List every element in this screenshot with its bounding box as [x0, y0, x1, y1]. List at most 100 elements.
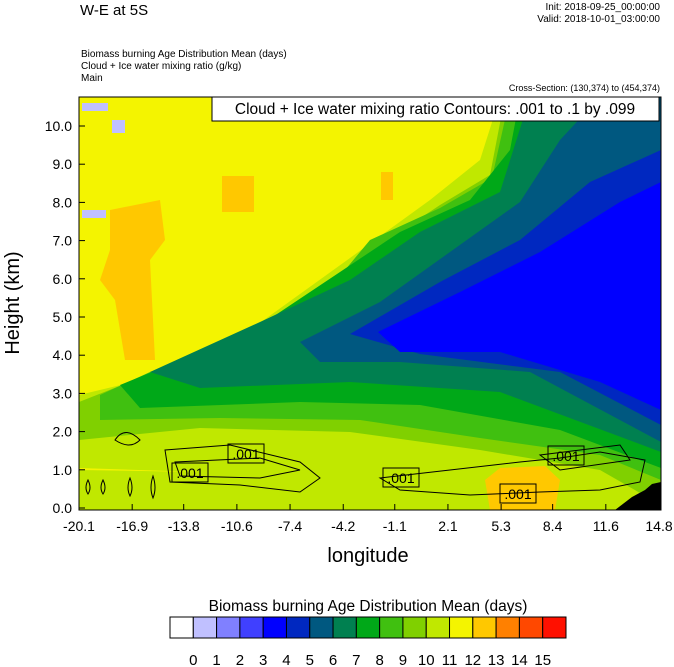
colorbar-swatch — [449, 616, 474, 639]
x-ticks: -20.1 -16.9 -13.8 -10.6 -7.4 -4.2 -1.1 2.1 5.3 8.… — [63, 504, 673, 534]
colorbar-label: 8 — [375, 652, 383, 667]
contour-label-box — [547, 445, 585, 466]
colorbar-swatch — [379, 616, 404, 639]
x-axis-label: longitude — [327, 545, 408, 567]
cross-section-label: Cross-Section: (130,374) to (454,374) — [508, 83, 660, 93]
colorbar-label: 15 — [534, 652, 551, 667]
colorbar-swatch — [192, 616, 218, 639]
colorbar-label: 14 — [511, 652, 528, 667]
y-tick-label: 9.0 — [53, 156, 73, 172]
colorbar-swatch — [169, 616, 194, 639]
colorbar-swatch — [332, 616, 357, 639]
colorbar-swatch — [355, 616, 381, 639]
x-tick-label: -10.6 — [221, 518, 253, 534]
colorbar-label: 12 — [464, 652, 481, 667]
field-level-4 — [378, 182, 661, 410]
contour-label-box — [227, 443, 265, 464]
colorbar-swatch — [216, 616, 241, 639]
subtitle-line: Cloud + Ice water mixing ratio (g/kg) — [81, 61, 242, 72]
contour-label: .001 — [552, 448, 579, 464]
x-tick-label: 8.4 — [543, 518, 563, 534]
y-tick-label: 4.0 — [53, 347, 73, 363]
y-tick-label: 8.0 — [53, 194, 73, 210]
field-level-1 — [82, 210, 106, 218]
colorbar-swatch — [542, 616, 567, 639]
contour-line — [127, 476, 133, 498]
valid-time: Valid: 2018-10-01_03:00:00 — [537, 14, 660, 25]
x-tick-label: -7.4 — [278, 518, 302, 534]
contour-labels: .001 .001 .001 .001 .001 — [171, 443, 585, 504]
y-tick-label: 6.0 — [53, 271, 73, 287]
colorbar-label: 10 — [418, 652, 435, 667]
y-tick-label: 3.0 — [53, 385, 73, 401]
contour-label-box — [382, 467, 420, 488]
field-level-1 — [82, 103, 108, 111]
contour-line — [174, 457, 301, 479]
colorbar-label: 7 — [352, 652, 360, 667]
x-tick-label: -13.8 — [168, 518, 200, 534]
contour-line — [378, 451, 646, 496]
contour-title: Cloud + Ice water mixing ratio Contours:… — [235, 101, 635, 118]
subtitle-line: Main — [81, 73, 103, 84]
colorbar-swatch — [285, 616, 311, 639]
subtitle: Biomass burning Age Distribution Mean (d… — [81, 49, 287, 85]
field — [79, 97, 661, 510]
x-tick-label: 14.8 — [645, 518, 672, 534]
y-tick-label: 0.0 — [53, 500, 73, 516]
x-tick-label: 5.3 — [491, 518, 511, 534]
field-level-13 — [381, 172, 393, 200]
x-tick-label: -16.9 — [116, 518, 148, 534]
x-tick-label: 2.1 — [438, 518, 458, 534]
colorbar-label: 0 — [189, 652, 197, 667]
field-level-13 — [485, 466, 560, 510]
colorbar-label: 13 — [488, 652, 505, 667]
field-level-13 — [100, 200, 165, 360]
contour-label: .001 — [232, 446, 259, 462]
contour-title-box — [211, 96, 660, 122]
colorbar-title: Biomass burning Age Distribution Mean (d… — [209, 598, 528, 615]
y-tick-label: 5.0 — [53, 309, 73, 325]
contour-line — [100, 478, 106, 495]
field-level-13 — [222, 176, 254, 212]
contours — [85, 432, 646, 500]
colorbar-label: 3 — [259, 652, 267, 667]
x-tick-label: 11.6 — [593, 518, 619, 534]
colorbar-swatch — [472, 616, 497, 639]
colorbar-label: 4 — [282, 652, 290, 667]
contour-label-box — [499, 483, 537, 504]
colorbar-swatch — [495, 616, 520, 639]
contour-line — [85, 478, 91, 495]
terrain — [615, 482, 661, 510]
colorbar-swatch — [309, 616, 334, 639]
colorbar-swatch — [239, 616, 264, 639]
colorbar-swatch — [425, 616, 451, 639]
y-tick-label: 10.0 — [45, 118, 72, 134]
colorbar: 0 1 2 3 4 5 6 7 8 9 10 11 12 13 14 15 — [169, 616, 567, 667]
colorbar-label: 1 — [212, 652, 220, 667]
contour-label-box — [171, 462, 209, 483]
colorbar-label: 6 — [329, 652, 337, 667]
colorbar-label: 2 — [236, 652, 244, 667]
x-tick-label: -1.1 — [383, 518, 407, 534]
contour-label: .001 — [176, 465, 203, 481]
x-tick-label: -4.2 — [331, 518, 355, 534]
plot-title: W-E at 5S — [80, 2, 149, 19]
init-time: Init: 2018-09-25_00:00:00 — [545, 2, 660, 13]
contour-line — [114, 432, 141, 446]
y-tick-label: 2.0 — [53, 424, 73, 440]
time-info: Init: 2018-09-25_00:00:00 Valid: 2018-10… — [537, 2, 660, 26]
subtitle-line: Biomass burning Age Distribution Mean (d… — [81, 49, 287, 60]
colorbar-label: 5 — [306, 652, 314, 667]
colorbar-label: 9 — [399, 652, 407, 667]
y-ticks: 0.0 1.0 2.0 3.0 4.0 5.0 6.0 7.0 8.0 9.0 10.0 — [45, 118, 85, 516]
field-level-1 — [112, 120, 125, 133]
colorbar-swatch — [402, 616, 427, 639]
y-tick-label: 1.0 — [53, 462, 73, 478]
y-axis-label: Height (km) — [2, 251, 24, 354]
x-tick-label: -20.1 — [63, 518, 95, 534]
contour-line — [150, 474, 156, 500]
colorbar-label: 11 — [442, 652, 458, 667]
contour-label: .001 — [504, 486, 531, 502]
